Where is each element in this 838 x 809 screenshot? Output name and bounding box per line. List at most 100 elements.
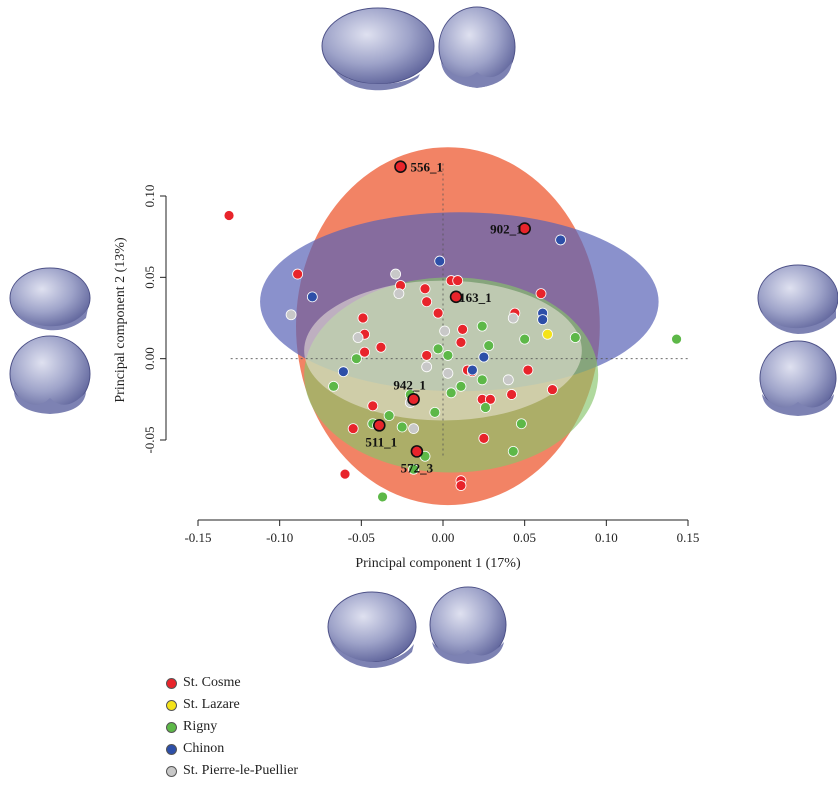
skull-left-bottom-icon [9,335,91,414]
data-point [351,353,362,365]
legend-item: Chinon [166,738,298,760]
data-point [484,393,496,405]
data-point [285,309,297,321]
legend-label: St. Lazare [183,697,240,712]
point-label: 556_1 [411,160,444,175]
data-point [306,291,318,303]
data-point [432,343,444,355]
point-label: 511_1 [365,434,397,449]
skull-top-left-icon [321,7,435,91]
y-tick-label: 0.00 [142,347,157,370]
data-point [357,312,369,324]
data-point [292,268,304,280]
data-point [507,445,519,457]
data-point [347,423,359,435]
data-point [457,323,469,335]
data-point [429,406,441,418]
annotated-point [372,419,386,432]
data-point [421,350,433,361]
data-point [455,480,467,491]
legend-swatch [166,677,177,689]
data-point [442,350,454,361]
data-point [476,320,488,332]
data-point [537,314,549,326]
data-point [507,312,519,324]
data-point [390,268,402,280]
annotated-point [449,290,463,304]
x-tick-label: 0.05 [513,530,536,545]
data-point [383,410,395,422]
data-point [393,288,405,300]
data-point [455,380,467,392]
x-tick-label: 0.00 [432,530,455,545]
annotated-point [407,393,420,406]
data-point [478,351,490,363]
data-point [434,255,446,267]
data-point [432,307,444,319]
data-point [352,332,364,343]
y-tick-label: 0.05 [142,266,157,289]
data-point [555,234,566,246]
legend-label: Rigny [183,719,218,734]
data-point [328,380,339,392]
data-point [442,367,454,379]
y-tick-label: 0.10 [142,185,157,208]
data-point [396,421,408,433]
legend-item: St. Pierre-le-Puellier [166,760,298,782]
data-point [408,463,420,475]
data-point [502,374,514,386]
y-axis-title: Principal component 2 (13%) [113,237,128,403]
x-tick-label: -0.05 [348,530,375,545]
data-point [359,346,371,358]
legend: St. Cosme St. Lazare Rigny Chinon St. Pi… [166,672,298,782]
data-point [506,389,518,400]
x-tick-label: -0.10 [266,530,293,545]
skull-right-top-icon [757,264,838,334]
data-point [337,366,349,378]
skull-right-bottom-icon [759,340,837,416]
data-point [455,336,467,348]
data-point [339,468,351,480]
data-point [466,364,478,376]
data-point [522,364,534,376]
data-point [452,275,464,286]
skull-top-right-icon [438,6,516,88]
point-label: 942_1 [393,377,426,392]
legend-label: St. Pierre-le-Puellier [183,763,299,778]
data-point [671,333,682,345]
legend-swatch [166,743,177,755]
skull-bottom-right-icon [429,586,507,664]
annotated-point [394,160,407,174]
data-point [478,432,490,444]
legend-item: St. Cosme [166,672,298,694]
point-label: 163_1 [459,290,492,305]
data-point [375,341,387,353]
point-label: 902_1 [490,222,523,237]
legend-swatch [166,765,177,777]
annotated-point [410,445,424,458]
legend-item: St. Lazare [166,694,298,716]
skull-left-top-icon [9,267,91,331]
legend-label: Chinon [183,741,225,756]
data-point [483,340,495,352]
legend-swatch [166,699,177,711]
legend-item: Rigny [166,716,298,738]
x-tick-label: 0.10 [595,530,618,545]
data-point [421,361,433,373]
data-point [542,328,553,340]
skull-bottom-left-icon [327,591,417,668]
legend-swatch [166,721,177,733]
x-tick-label: -0.15 [184,530,211,545]
data-point [421,296,433,308]
data-point [569,332,581,343]
legend-label: St. Cosme [183,675,241,690]
data-point [408,423,420,435]
data-point [439,325,451,337]
x-tick-label: 0.15 [677,530,700,545]
point-label: 572_3 [401,460,434,475]
data-point [367,400,379,412]
x-axis-title: Principal component 1 (17%) [355,556,521,571]
data-point [223,210,235,221]
data-point [419,283,431,295]
